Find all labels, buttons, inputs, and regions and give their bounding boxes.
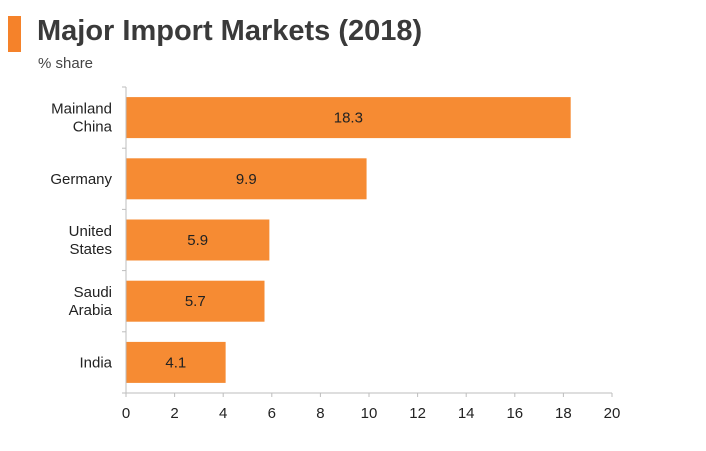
category-label: Mainland China: [51, 101, 113, 136]
bar: [126, 158, 367, 200]
category-label: Saudi Arabia: [69, 284, 113, 319]
x-tick-label: 10: [361, 405, 378, 422]
x-tick-label: 6: [268, 405, 276, 422]
x-tick-label: 18: [555, 405, 572, 422]
x-tick-label: 0: [122, 405, 130, 422]
data-label: 18.3: [334, 110, 363, 127]
bar: [126, 219, 270, 261]
data-label: 4.1: [165, 354, 186, 371]
x-tick-label: 4: [219, 405, 227, 422]
x-tick-label: 14: [458, 405, 475, 422]
bar: [126, 280, 265, 322]
data-label: 9.9: [236, 171, 257, 188]
x-tick-label: 12: [409, 405, 426, 422]
data-label: 5.7: [185, 293, 206, 310]
chart-subtitle: % share: [38, 55, 94, 72]
bar: [126, 97, 571, 139]
chart-title: Major Import Markets (2018): [37, 15, 423, 47]
x-tick-label: 8: [316, 405, 324, 422]
title-accent-bar: [8, 16, 21, 52]
x-tick-label: 16: [506, 405, 523, 422]
x-tick-label: 20: [604, 405, 621, 422]
category-label: United States: [69, 223, 112, 258]
x-tick-label: 2: [170, 405, 178, 422]
bar: [126, 341, 226, 383]
category-label: Germany: [50, 171, 112, 188]
data-label: 5.9: [187, 232, 208, 249]
category-label: India: [79, 354, 112, 371]
